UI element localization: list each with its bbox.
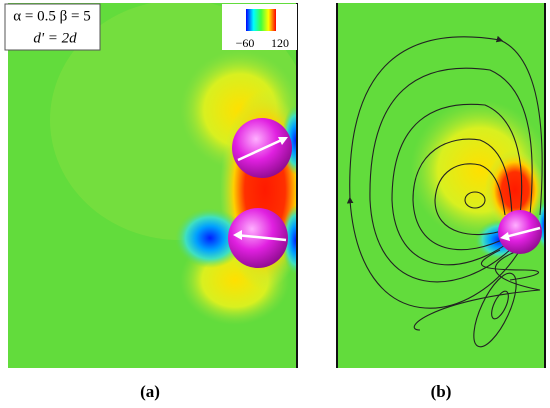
orientation-arrow bbox=[235, 233, 287, 242]
panel-b bbox=[337, 3, 545, 368]
panel-a bbox=[8, 3, 297, 368]
streamline bbox=[464, 191, 486, 209]
orientation-arrow bbox=[504, 226, 541, 239]
colorbar-min: −60 bbox=[236, 36, 255, 50]
arrow-head bbox=[278, 137, 288, 145]
streamline bbox=[413, 249, 541, 331]
caption-a: (a) bbox=[140, 382, 160, 401]
streamlines bbox=[346, 35, 543, 348]
caption-b: (b) bbox=[431, 382, 452, 401]
arrow-head bbox=[233, 230, 242, 240]
streamline bbox=[491, 290, 509, 320]
streamline bbox=[412, 138, 513, 251]
streamline bbox=[434, 163, 506, 236]
contour bbox=[282, 205, 297, 275]
spacing: d' = 2d bbox=[33, 30, 77, 46]
colorbar bbox=[246, 9, 276, 31]
streamline bbox=[346, 35, 543, 309]
parameters: α = 0.5 β = 5 bbox=[13, 8, 90, 24]
streamline bbox=[369, 67, 533, 283]
parameter-box bbox=[4, 3, 101, 51]
streamline bbox=[480, 249, 539, 281]
orientation-arrow bbox=[237, 136, 287, 162]
streamline bbox=[391, 103, 523, 266]
streamline bbox=[473, 272, 517, 348]
contour bbox=[175, 208, 245, 268]
arrow-head bbox=[500, 232, 510, 241]
colorbar-max: 120 bbox=[271, 36, 289, 50]
